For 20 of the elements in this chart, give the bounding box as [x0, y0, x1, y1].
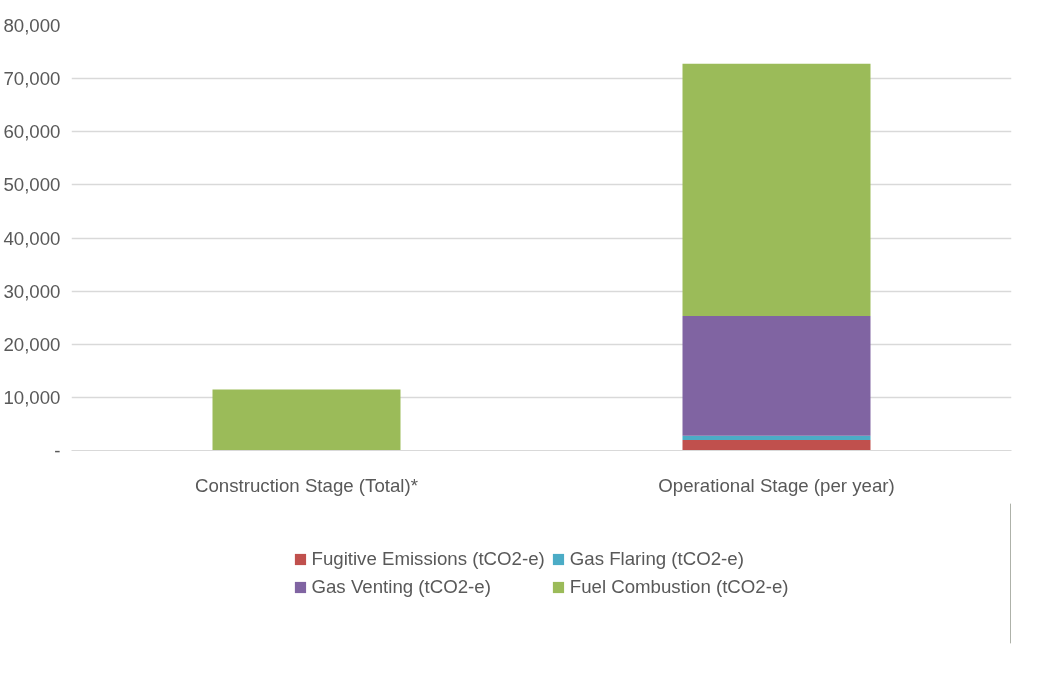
bar: [682, 63, 871, 317]
y-tick-label: -: [54, 440, 61, 461]
y-tick-label: 40,000: [3, 227, 61, 249]
legend-label: Gas Flaring (tCO2-e): [569, 548, 744, 570]
y-tick-label: 20,000: [3, 333, 61, 355]
y-tick-label: 60,000: [3, 121, 61, 143]
legend-label: Gas Venting (tCO2-e): [311, 576, 491, 598]
y-tick-label: 10,000: [3, 386, 61, 408]
legend-label: Fugitive Emissions (tCO2-e): [311, 548, 545, 570]
y-tick-label: 30,000: [3, 280, 61, 302]
y-tick-label: 80,000: [3, 15, 61, 36]
bar: [212, 389, 401, 451]
x-tick-label: Construction Stage (Total)*: [195, 474, 418, 496]
bar: [682, 316, 871, 436]
y-tick-label: 70,000: [3, 68, 61, 90]
bar: [682, 439, 871, 451]
y-tick-label: 50,000: [3, 174, 61, 196]
legend-label: Fuel Combustion (tCO2-e): [569, 576, 789, 598]
x-tick-label: Operational Stage (per year): [658, 474, 895, 496]
bar: [682, 435, 871, 440]
